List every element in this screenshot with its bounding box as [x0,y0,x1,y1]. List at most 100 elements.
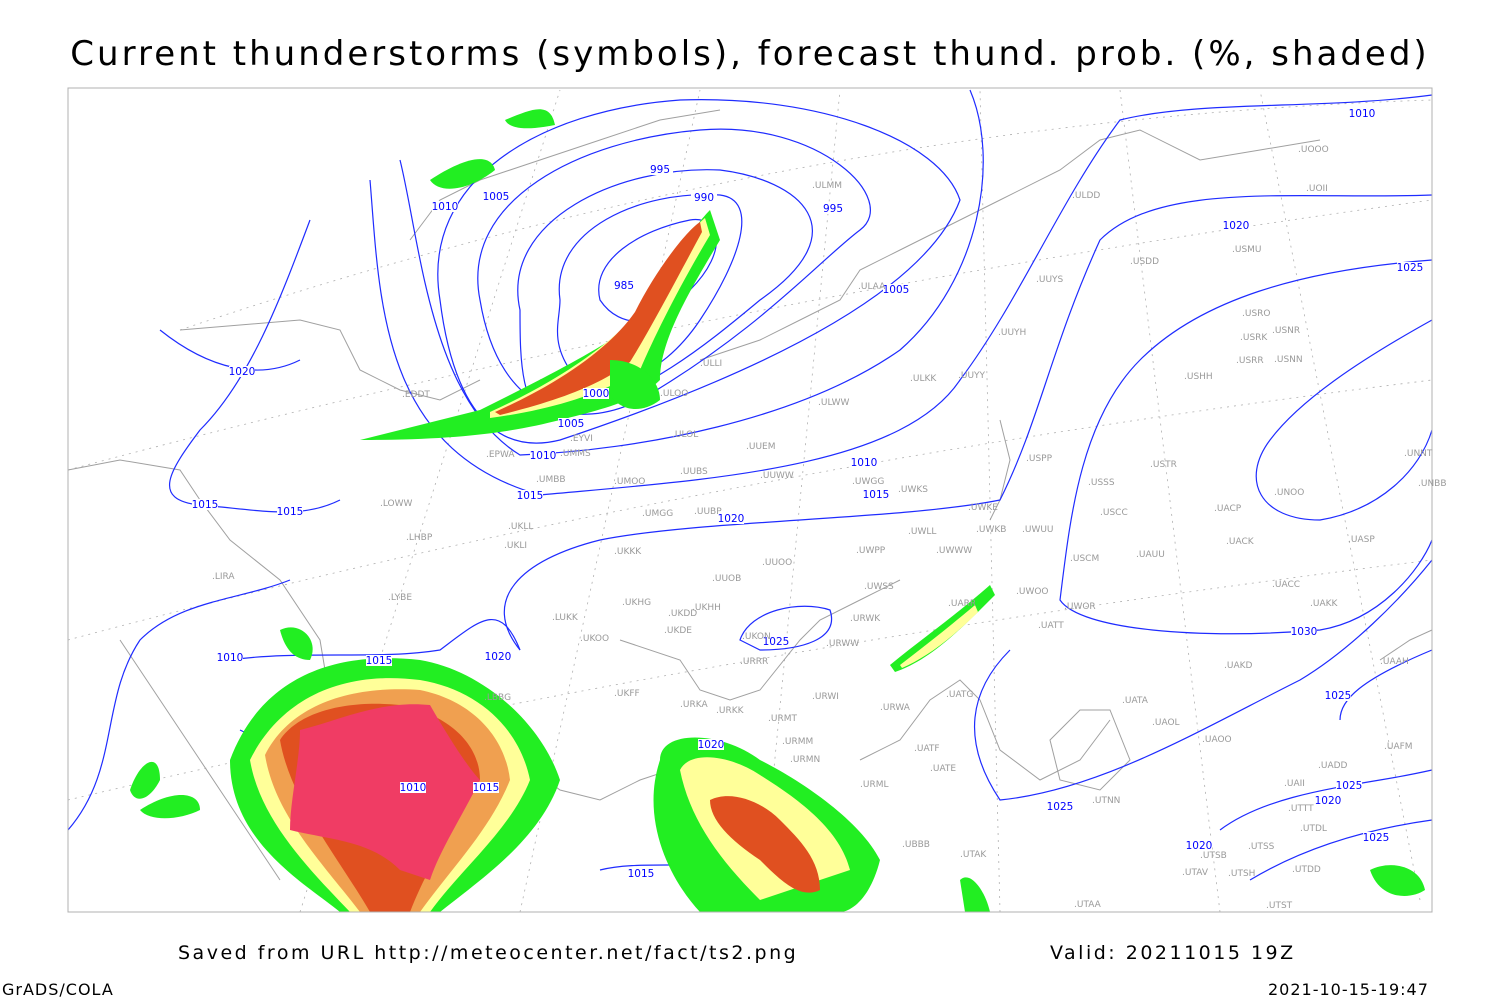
isobar-label: 1020 [1223,220,1250,232]
isobar-label-background [432,201,458,212]
station-label: .ULWW [818,398,850,408]
station-label: .ULAA [858,282,886,292]
station-label: .UKON [742,632,771,642]
isobar-label: 1015 [863,489,890,501]
station-label: .UAII [1284,779,1305,789]
isobar-label-background [583,388,609,399]
isobar-label: 1005 [558,418,585,430]
station-label: .UTAV [1182,868,1209,878]
station-label: .UACK [1226,537,1255,547]
station-label: .UWWW [936,546,972,556]
station-label: .UWKB [976,525,1006,535]
isobar-label-background [691,192,717,203]
station-label: .UAAH [1380,657,1409,667]
isobar-label-background [217,652,243,663]
station-label: .UTAA [1074,900,1102,910]
station-label: .URWA [880,703,911,713]
station-label: .USRO [1242,309,1271,319]
station-label: .USDD [1130,257,1159,267]
isobar-label: 985 [614,280,634,292]
station-label: .UTSB [1200,851,1227,861]
isobar-label: 1020 [1315,795,1342,807]
station-label: .UAOO [1202,735,1232,745]
station-label: .UATG [946,690,973,700]
station-label: .UAOL [1152,718,1180,728]
station-label: .USHH [1184,372,1213,382]
station-label: .UWOO [1016,587,1049,597]
software-credit: GrADS/COLA [2,980,114,999]
station-label: .LIRA [212,572,235,582]
isobar-label: 1020 [229,366,256,378]
station-label: .UWKS [898,485,928,495]
isobar-label: 1010 [851,457,878,469]
isobar-label-background [1397,262,1423,273]
station-label: .URRR [740,657,768,667]
station-label: .UACP [1214,504,1242,514]
station-label: .UUYS [1036,275,1064,285]
station-label: .UNNT [1404,449,1433,459]
station-label: .UATF [914,744,940,754]
station-label: .EDDT [402,390,430,400]
isobar-label-background [192,499,218,510]
station-label: .LHBP [406,533,433,543]
station-label: .ULMM [812,181,842,191]
station-label: .UNOO [1274,488,1304,498]
station-label: .ULOL [672,430,698,440]
isobar-label: 1020 [485,651,512,663]
station-label: .URMT [768,714,797,724]
station-label: .LOWW [380,499,413,509]
station-label: .UWLL [908,527,936,537]
isobar-label: 1010 [217,652,244,664]
station-label: .UKLL [508,522,533,532]
station-label: .UWSS [864,582,894,592]
station-label: .UBBB [902,840,930,850]
station-label: .USTR [1150,460,1177,470]
station-label: .LBBG [484,693,511,703]
station-label: .UKHH [692,603,721,613]
station-label: .UWUU [1022,525,1054,535]
isobar-label-background [820,203,846,214]
isobar-label: 1015 [366,655,393,667]
isobar-label: 1020 [1186,840,1213,852]
isobar-label: 1005 [483,191,510,203]
isobar-label: 1030 [1291,626,1318,638]
station-labels: .ULMM .ULDD .UOOO .UOII .USMU .USDD .UUYS .ULAA… [212,145,1447,911]
station-label: .UNBB [1418,479,1447,489]
isobar-label-background [883,284,909,295]
station-label: .UUOB [712,574,741,584]
station-label: .UUYY [958,371,986,381]
station-label: .USRR [1236,356,1264,366]
isobar-label-background [1336,780,1362,791]
station-label: .UATA [1122,696,1149,706]
station-label: .USMU [1232,245,1262,255]
station-label: .EYVI [570,434,593,444]
coastlines [67,109,1433,881]
station-label: .EPWA [486,450,515,460]
station-label: .USCM [1070,554,1099,564]
isobar-label: 995 [650,164,670,176]
isobar-label: 1025 [763,636,790,648]
station-label: .UTSS [1248,842,1275,852]
isobar-label-background [483,191,509,202]
station-label: .URKK [716,706,745,716]
station-label: .UKKK [614,547,642,557]
station-label: .URWK [850,614,881,624]
isobar-label-background [1047,801,1073,812]
station-label: .UUBS [680,467,708,477]
isobar-label-background [863,489,889,500]
station-label: .USRK [1240,333,1268,343]
generation-timestamp: 2021-10-15-19:47 [1268,980,1429,999]
station-label: .UTNN [1092,796,1120,806]
isobar-label: 1025 [1336,780,1363,792]
isobar-label-background [763,636,789,647]
station-label: .UTSH [1228,869,1255,879]
station-label: .ULLI [700,359,722,369]
station-label: .ULDD [1072,191,1100,201]
isobar-label: 1015 [277,506,304,518]
isobar-label-background [1325,690,1351,701]
station-label: .USNR [1272,326,1300,336]
isobar-label: 1015 [628,868,655,880]
station-label: .UARR [948,599,976,609]
isobar-label-background [400,782,426,793]
